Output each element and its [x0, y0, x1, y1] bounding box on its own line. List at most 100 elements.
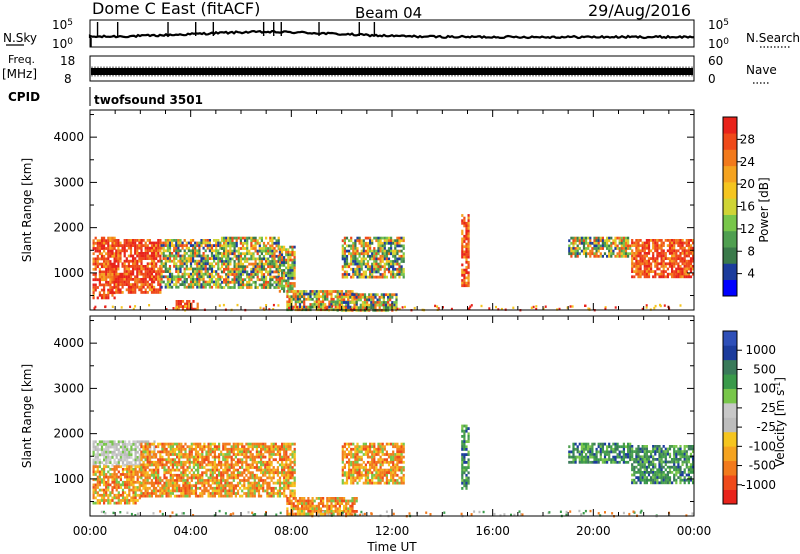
range-cell [177, 278, 180, 281]
range-cell [220, 265, 224, 269]
range-cell [146, 257, 149, 260]
range-cell [130, 488, 133, 492]
range-cell [192, 442, 195, 446]
range-cell [654, 239, 657, 242]
range-cell [662, 272, 665, 276]
range-cell [125, 265, 128, 268]
range-cell [355, 293, 358, 297]
range-cell [225, 262, 228, 266]
range-cell [155, 246, 158, 250]
range-cell [205, 486, 208, 490]
range-cell [94, 286, 97, 289]
range-cell [178, 450, 181, 454]
range-cell [189, 241, 193, 245]
range-cell [180, 492, 183, 495]
range-cell [260, 458, 263, 462]
range-cell [111, 440, 114, 444]
range-cell [178, 479, 181, 482]
range-cell [689, 244, 693, 247]
range-cell [247, 481, 250, 485]
range-cell [243, 479, 246, 482]
range-cell [654, 262, 657, 266]
range-cell [610, 247, 613, 250]
range-cell [107, 283, 110, 287]
range-cell [123, 254, 126, 258]
range-cell [271, 257, 274, 261]
range-cell [270, 450, 273, 454]
range-cell [689, 275, 693, 279]
range-cell [220, 489, 223, 493]
range-cell [159, 278, 162, 281]
range-cell [96, 443, 99, 446]
range-cell [273, 252, 276, 256]
range-cell [178, 453, 181, 456]
range-cell [258, 236, 261, 240]
range-cell [113, 465, 116, 469]
range-cell [107, 488, 110, 492]
range-cell [245, 494, 248, 498]
range-cell [148, 473, 151, 477]
range-cell [155, 275, 158, 279]
range-cell [268, 460, 271, 464]
range-cell [117, 288, 120, 292]
range-cell [227, 275, 230, 279]
range-cell [270, 463, 273, 467]
range-cell [675, 275, 678, 279]
range-cell [98, 280, 101, 284]
range-cell [383, 249, 386, 253]
range-cell [578, 247, 581, 250]
range-cell [142, 473, 145, 477]
range-cell [187, 246, 190, 250]
range-cell [180, 450, 183, 454]
range-cell [286, 292, 289, 296]
range-cell [186, 468, 189, 472]
range-cell [157, 275, 160, 279]
range-cell [254, 273, 257, 276]
range-cell [251, 453, 254, 456]
range-cell [257, 492, 261, 495]
range-cell [132, 288, 135, 292]
range-cell [645, 272, 648, 276]
range-cell [100, 278, 104, 282]
range-cell [130, 470, 133, 474]
range-cell [146, 489, 149, 493]
range-cell [218, 455, 221, 459]
range-cell [140, 453, 143, 456]
range-cell [159, 291, 162, 294]
range-cell [215, 445, 219, 449]
range-cell [358, 239, 361, 243]
range-cell [150, 450, 153, 454]
range-cell [94, 463, 97, 467]
range-cell [390, 265, 393, 269]
range-cell [140, 270, 143, 273]
range-cell [182, 463, 185, 467]
range-cell [662, 270, 665, 273]
range-cell [246, 252, 249, 256]
range-cell [610, 252, 613, 256]
range-cell [213, 492, 216, 495]
range-cell [463, 245, 466, 249]
range-cell [168, 246, 172, 250]
range-cell [463, 219, 466, 223]
range-cell [281, 481, 284, 485]
range-cell [390, 275, 393, 279]
noise-cell [532, 305, 535, 309]
range-cell [465, 234, 468, 238]
range-cell [134, 278, 137, 281]
range-cell [589, 236, 592, 240]
range-cell [189, 272, 193, 276]
noise-cell [530, 306, 533, 309]
range-cell [168, 280, 172, 284]
range-cell [142, 486, 145, 490]
range-cell [272, 494, 275, 498]
range-cell [362, 273, 365, 276]
range-cell [234, 494, 237, 498]
range-cell [253, 458, 256, 462]
range-cell [183, 275, 186, 279]
range-cell [269, 252, 272, 256]
range-cell [117, 491, 120, 495]
range-cell [622, 252, 625, 256]
range-cell [656, 241, 659, 245]
range-cell [687, 272, 690, 276]
range-cell [283, 489, 286, 493]
